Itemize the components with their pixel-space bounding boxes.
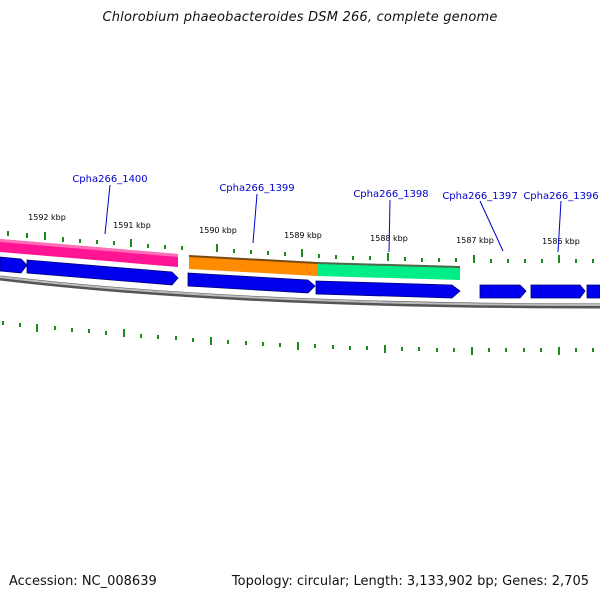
kbp-label: 1590 kbp <box>199 226 237 235</box>
map-title: Chlorobium phaeobacteroides DSM 266, com… <box>102 10 498 25</box>
kbp-label: 1591 kbp <box>113 221 151 230</box>
cds-arrow <box>315 280 461 299</box>
gene-label-cpha266-1398[interactable]: Cpha266_1398 <box>353 189 428 200</box>
upper-ticks <box>7 231 594 263</box>
feature-bar-green <box>317 263 460 280</box>
cds-arrows <box>0 256 600 299</box>
feature-bar-orange-edge <box>188 255 318 264</box>
gene-label-cpha266-1397[interactable]: Cpha266_1397 <box>442 191 517 202</box>
kbp-label: 1589 kbp <box>284 231 322 240</box>
kbp-label: 1587 kbp <box>456 236 494 245</box>
gene-label-cpha266-1396[interactable]: Cpha266_1396 <box>523 191 598 202</box>
cds-arrow <box>479 284 527 299</box>
cds-arrow <box>0 256 28 274</box>
feature-bar-pink-shade <box>0 239 178 257</box>
kbp-labels: 1592 kbp 1591 kbp 1590 kbp 1589 kbp 1588… <box>28 213 580 246</box>
kbp-label: 1586 kbp <box>542 237 580 246</box>
feature-bar-green-edge <box>316 262 461 268</box>
kbp-label: 1592 kbp <box>28 213 66 222</box>
cds-arrow <box>530 284 586 299</box>
gene-label-cpha266-1400[interactable]: Cpha266_1400 <box>72 174 147 185</box>
lower-ticks <box>2 321 594 355</box>
feature-bar-orange <box>189 256 317 276</box>
cds-arrow <box>586 284 600 299</box>
genome-backbone-highlight <box>0 276 600 306</box>
gene-labels: Cpha266_1400 Cpha266_1399 Cpha266_1398 C… <box>72 174 598 202</box>
cds-arrow <box>187 272 316 294</box>
gene-label-leaders <box>104 184 562 253</box>
feature-bar-pink <box>0 239 178 267</box>
gene-label-cpha266-1399[interactable]: Cpha266_1399 <box>219 183 294 194</box>
cds-arrow <box>26 259 179 286</box>
topology-label: Topology: circular; Length: 3,133,902 bp… <box>231 574 589 589</box>
accession-label: Accession: NC_008639 <box>9 574 157 589</box>
